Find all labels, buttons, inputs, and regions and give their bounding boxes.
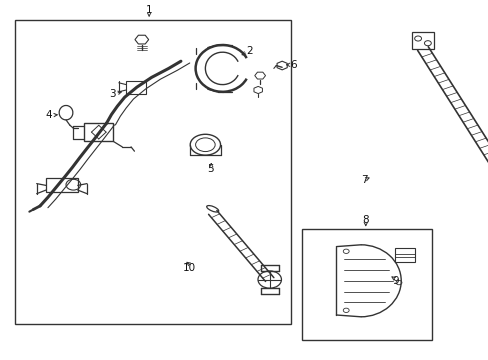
Bar	[126, 81, 145, 94]
Bar	[302, 229, 431, 340]
Text: 6: 6	[289, 60, 296, 70]
Bar	[15, 20, 290, 324]
Text: 1: 1	[145, 5, 152, 15]
Text: 10: 10	[183, 263, 196, 273]
Bar	[84, 123, 113, 141]
Text: 9: 9	[392, 276, 399, 286]
Text: 5: 5	[206, 164, 213, 174]
Text: 7: 7	[360, 175, 367, 185]
Bar	[394, 248, 414, 262]
Bar	[46, 178, 78, 192]
Bar	[411, 32, 433, 49]
Text: 8: 8	[362, 215, 368, 225]
Text: 3: 3	[109, 89, 116, 99]
Text: 2: 2	[245, 46, 252, 56]
Text: 4: 4	[45, 110, 52, 120]
